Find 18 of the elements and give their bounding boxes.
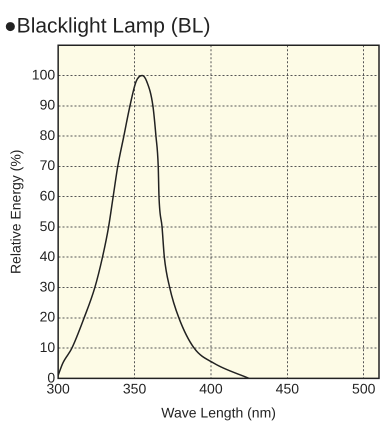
y-axis-title: Relative Energy (%) (7, 150, 24, 274)
y-tick-label: 80 (40, 126, 56, 143)
y-tick-label: 50 (40, 218, 56, 234)
y-tick-label: 40 (40, 248, 56, 264)
chart-title: ●Blacklight Lamp (BL) (4, 14, 210, 38)
x-tick-label: 350 (122, 380, 146, 397)
y-tick-label: 70 (40, 157, 56, 174)
x-tick-label: 400 (199, 380, 223, 397)
y-tick-label: 60 (40, 188, 56, 204)
y-tick-label: 30 (40, 278, 56, 294)
y-tick-label: 0 (47, 369, 56, 386)
x-tick-label: 500 (352, 380, 376, 397)
y-tick-label: 100 (32, 66, 56, 82)
y-tick-label: 90 (40, 96, 56, 113)
y-tick-label: 20 (40, 308, 56, 325)
y-tick-label: 10 (40, 338, 56, 355)
x-tick-label: 450 (276, 380, 300, 397)
x-axis-title: Wave Length (nm) (161, 404, 276, 420)
